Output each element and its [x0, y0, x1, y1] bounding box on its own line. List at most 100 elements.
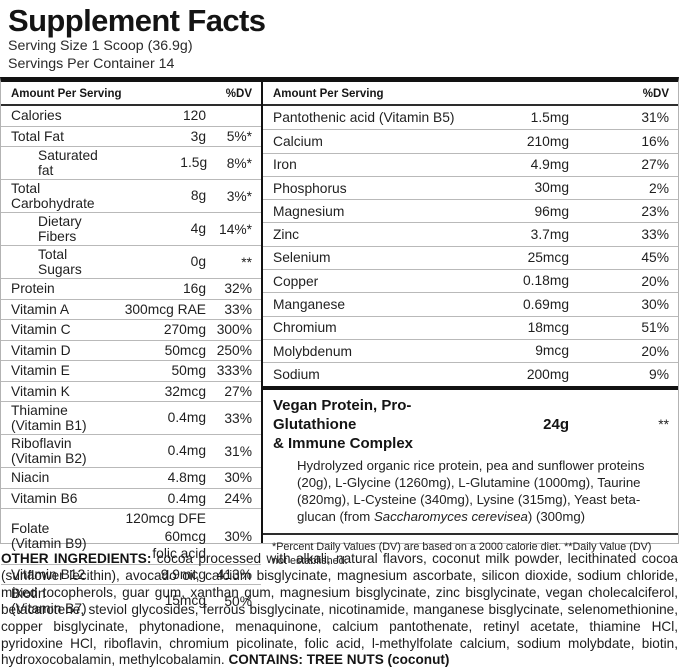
nutrient-amount: 0.4mg: [167, 410, 206, 426]
table-row: Protein 16g 32%: [1, 278, 261, 299]
nutrient-dv: 8%*: [226, 155, 252, 171]
nutrient-name: Sodium: [273, 366, 320, 382]
table-row: Niacin 4.8mg 30%: [1, 467, 261, 488]
nutrient-amount: 96mg: [534, 203, 569, 219]
table-row: Riboflavin (Vitamin B2) 0.4mg 31%: [1, 434, 261, 467]
nutrient-amount: 30mg: [534, 180, 569, 196]
right-column-header: Amount Per Serving %DV: [263, 82, 678, 106]
table-row: Calories 120: [1, 106, 261, 126]
table-row: Saturated fat 1.5g 8%*: [1, 146, 261, 179]
nutrient-dv: 30%: [224, 470, 252, 486]
nutrient-dv: 27%: [224, 383, 252, 399]
nutrient-name: Thiamine (Vitamin B1): [11, 403, 87, 433]
other-ingredients-list: cocoa processed with alkali, natural fla…: [1, 551, 678, 668]
table-row: Iron 4.9mg 27%: [263, 152, 678, 176]
nutrient-name: Iron: [273, 157, 297, 173]
nutrient-amount: 3.7mg: [530, 226, 569, 242]
table-row: Vitamin E 50mg 333%: [1, 360, 261, 381]
nutrient-amount: 1.5g: [180, 155, 208, 171]
nutrient-dv: 27%: [641, 157, 669, 173]
label-title: Supplement Facts: [8, 3, 266, 38]
nutrient-name: Copper: [273, 273, 319, 289]
table-row: Total Fat 3g 5%*: [1, 125, 261, 147]
protein-complex-dv: **: [658, 416, 669, 432]
amount-per-serving-heading: Amount Per Serving: [11, 88, 122, 100]
nutrient-dv: 31%: [641, 110, 669, 126]
nutrient-name: Molybdenum: [273, 343, 352, 359]
nutrient-amount: 1.5mg: [530, 109, 569, 125]
left-rows: Calories 120 Total Fat 3g 5%* Saturated …: [1, 106, 261, 617]
nutrient-dv: 33%: [224, 410, 252, 426]
left-column-header: Amount Per Serving %DV: [1, 82, 261, 106]
nutrient-name: Magnesium: [273, 203, 345, 219]
table-row: Total Carbohydrate 8g 3%*: [1, 179, 261, 212]
nutrient-amount: 0g: [190, 254, 206, 270]
nutrient-dv: 33%: [224, 301, 252, 317]
nutrient-dv: 14%*: [219, 221, 252, 237]
table-row: Folate (Vitamin B9) 120mcg DFE 60mcg fol…: [1, 508, 261, 564]
table-row: Sodium 200mg 9%: [263, 362, 678, 385]
nutrient-name: Vitamin B12: [11, 566, 86, 582]
nutrient-name: Total Fat: [11, 128, 64, 144]
nutrient-name: Vitamin K: [11, 383, 70, 399]
nutrient-name: Saturated fat: [38, 148, 98, 178]
nutrient-name: Phosphorus: [273, 180, 347, 196]
nutrient-name: Vitamin D: [11, 342, 71, 358]
nutrient-name: Selenium: [273, 250, 331, 266]
nutrient-amount: 210mg: [526, 133, 569, 149]
table-row: Phosphorus 30mg 2%: [263, 175, 678, 199]
serving-size-text: Serving Size 1 Scoop (36.9g): [8, 38, 193, 54]
table-row: Total Sugars 0g **: [1, 245, 261, 278]
nutrient-dv: 3%*: [226, 188, 252, 204]
nutrient-dv: 45%: [641, 250, 669, 266]
nutrient-dv: **: [241, 254, 252, 270]
table-row: Zinc 3.7mg 33%: [263, 222, 678, 245]
nutrient-name: Vitamin A: [11, 301, 70, 317]
table-row: Vitamin K 32mcg 27%: [1, 380, 261, 402]
dv-heading: %DV: [225, 88, 252, 100]
nutrient-name: Manganese: [273, 297, 346, 313]
table-row: Calcium 210mg 16%: [263, 129, 678, 152]
nutrient-name: Folate (Vitamin B9): [11, 521, 87, 552]
nutrient-amount: 200mg: [526, 366, 569, 382]
left-column: Amount Per Serving %DV Calories 120 Tota…: [1, 82, 263, 616]
table-row: Vitamin A 300mcg RAE 33%: [1, 298, 261, 320]
nutrient-amount: 16g: [182, 281, 206, 296]
nutrient-dv: 30%: [641, 297, 669, 313]
nutrient-amount: 25mcg: [527, 250, 569, 266]
table-row: Chromium 18mcg 51%: [263, 315, 678, 339]
nutrient-name: Vitamin E: [11, 363, 70, 379]
nutrient-amount: 0.69mg: [522, 296, 569, 312]
protein-complex-description: Hydrolyzed organic rice protein, pea and…: [263, 455, 678, 534]
nutrient-dv: 24%: [224, 490, 252, 506]
table-row: Selenium 25mcg 45%: [263, 245, 678, 269]
nutrient-amount: 120: [182, 108, 206, 123]
amount-per-serving-heading: Amount Per Serving: [273, 88, 384, 100]
table-row: Pantothenic acid (Vitamin B5) 1.5mg 31%: [263, 106, 678, 129]
nutrient-name: Vitamin C: [11, 322, 71, 338]
nutrient-amount: 4.9mg: [530, 156, 569, 172]
nutrient-name: Vitamin B6: [11, 490, 78, 506]
daily-value-footnote: *Percent Daily Values (DV) are based on …: [263, 533, 678, 574]
nutrient-dv: 5%*: [226, 128, 252, 144]
nutrient-amount: 32mcg: [164, 383, 206, 399]
facts-table: Amount Per Serving %DV Calories 120 Tota…: [0, 77, 679, 616]
nutrient-dv: 300%: [216, 322, 252, 338]
nutrient-dv: 32%: [224, 281, 252, 297]
table-row: Vitamin C 270mg 300%: [1, 319, 261, 340]
nutrient-amount: 9mcg: [535, 343, 569, 359]
nutrient-amount: 15mcg: [164, 593, 206, 609]
nutrient-amount: 18mcg: [527, 320, 569, 336]
description-text-end: ) (300mg): [527, 509, 586, 525]
nutrient-amount: 270mg: [163, 322, 206, 337]
nutrient-name: Calcium: [273, 133, 323, 149]
nutrient-dv: 333%: [216, 363, 252, 379]
nutrient-dv: 33%: [641, 227, 669, 243]
table-row: Vitamin B12 9.9mcg 413%: [1, 563, 261, 585]
nutrient-name: Total Sugars: [38, 247, 82, 277]
protein-complex-name: Vegan Protein, Pro-Glutathione & Immune …: [273, 396, 414, 452]
nutrient-amount: 3g: [190, 128, 206, 144]
protein-complex-row: Vegan Protein, Pro-Glutathione & Immune …: [263, 390, 678, 455]
nutrient-amount: 50mg: [171, 363, 206, 378]
protein-complex-amount: 24g: [543, 415, 569, 433]
